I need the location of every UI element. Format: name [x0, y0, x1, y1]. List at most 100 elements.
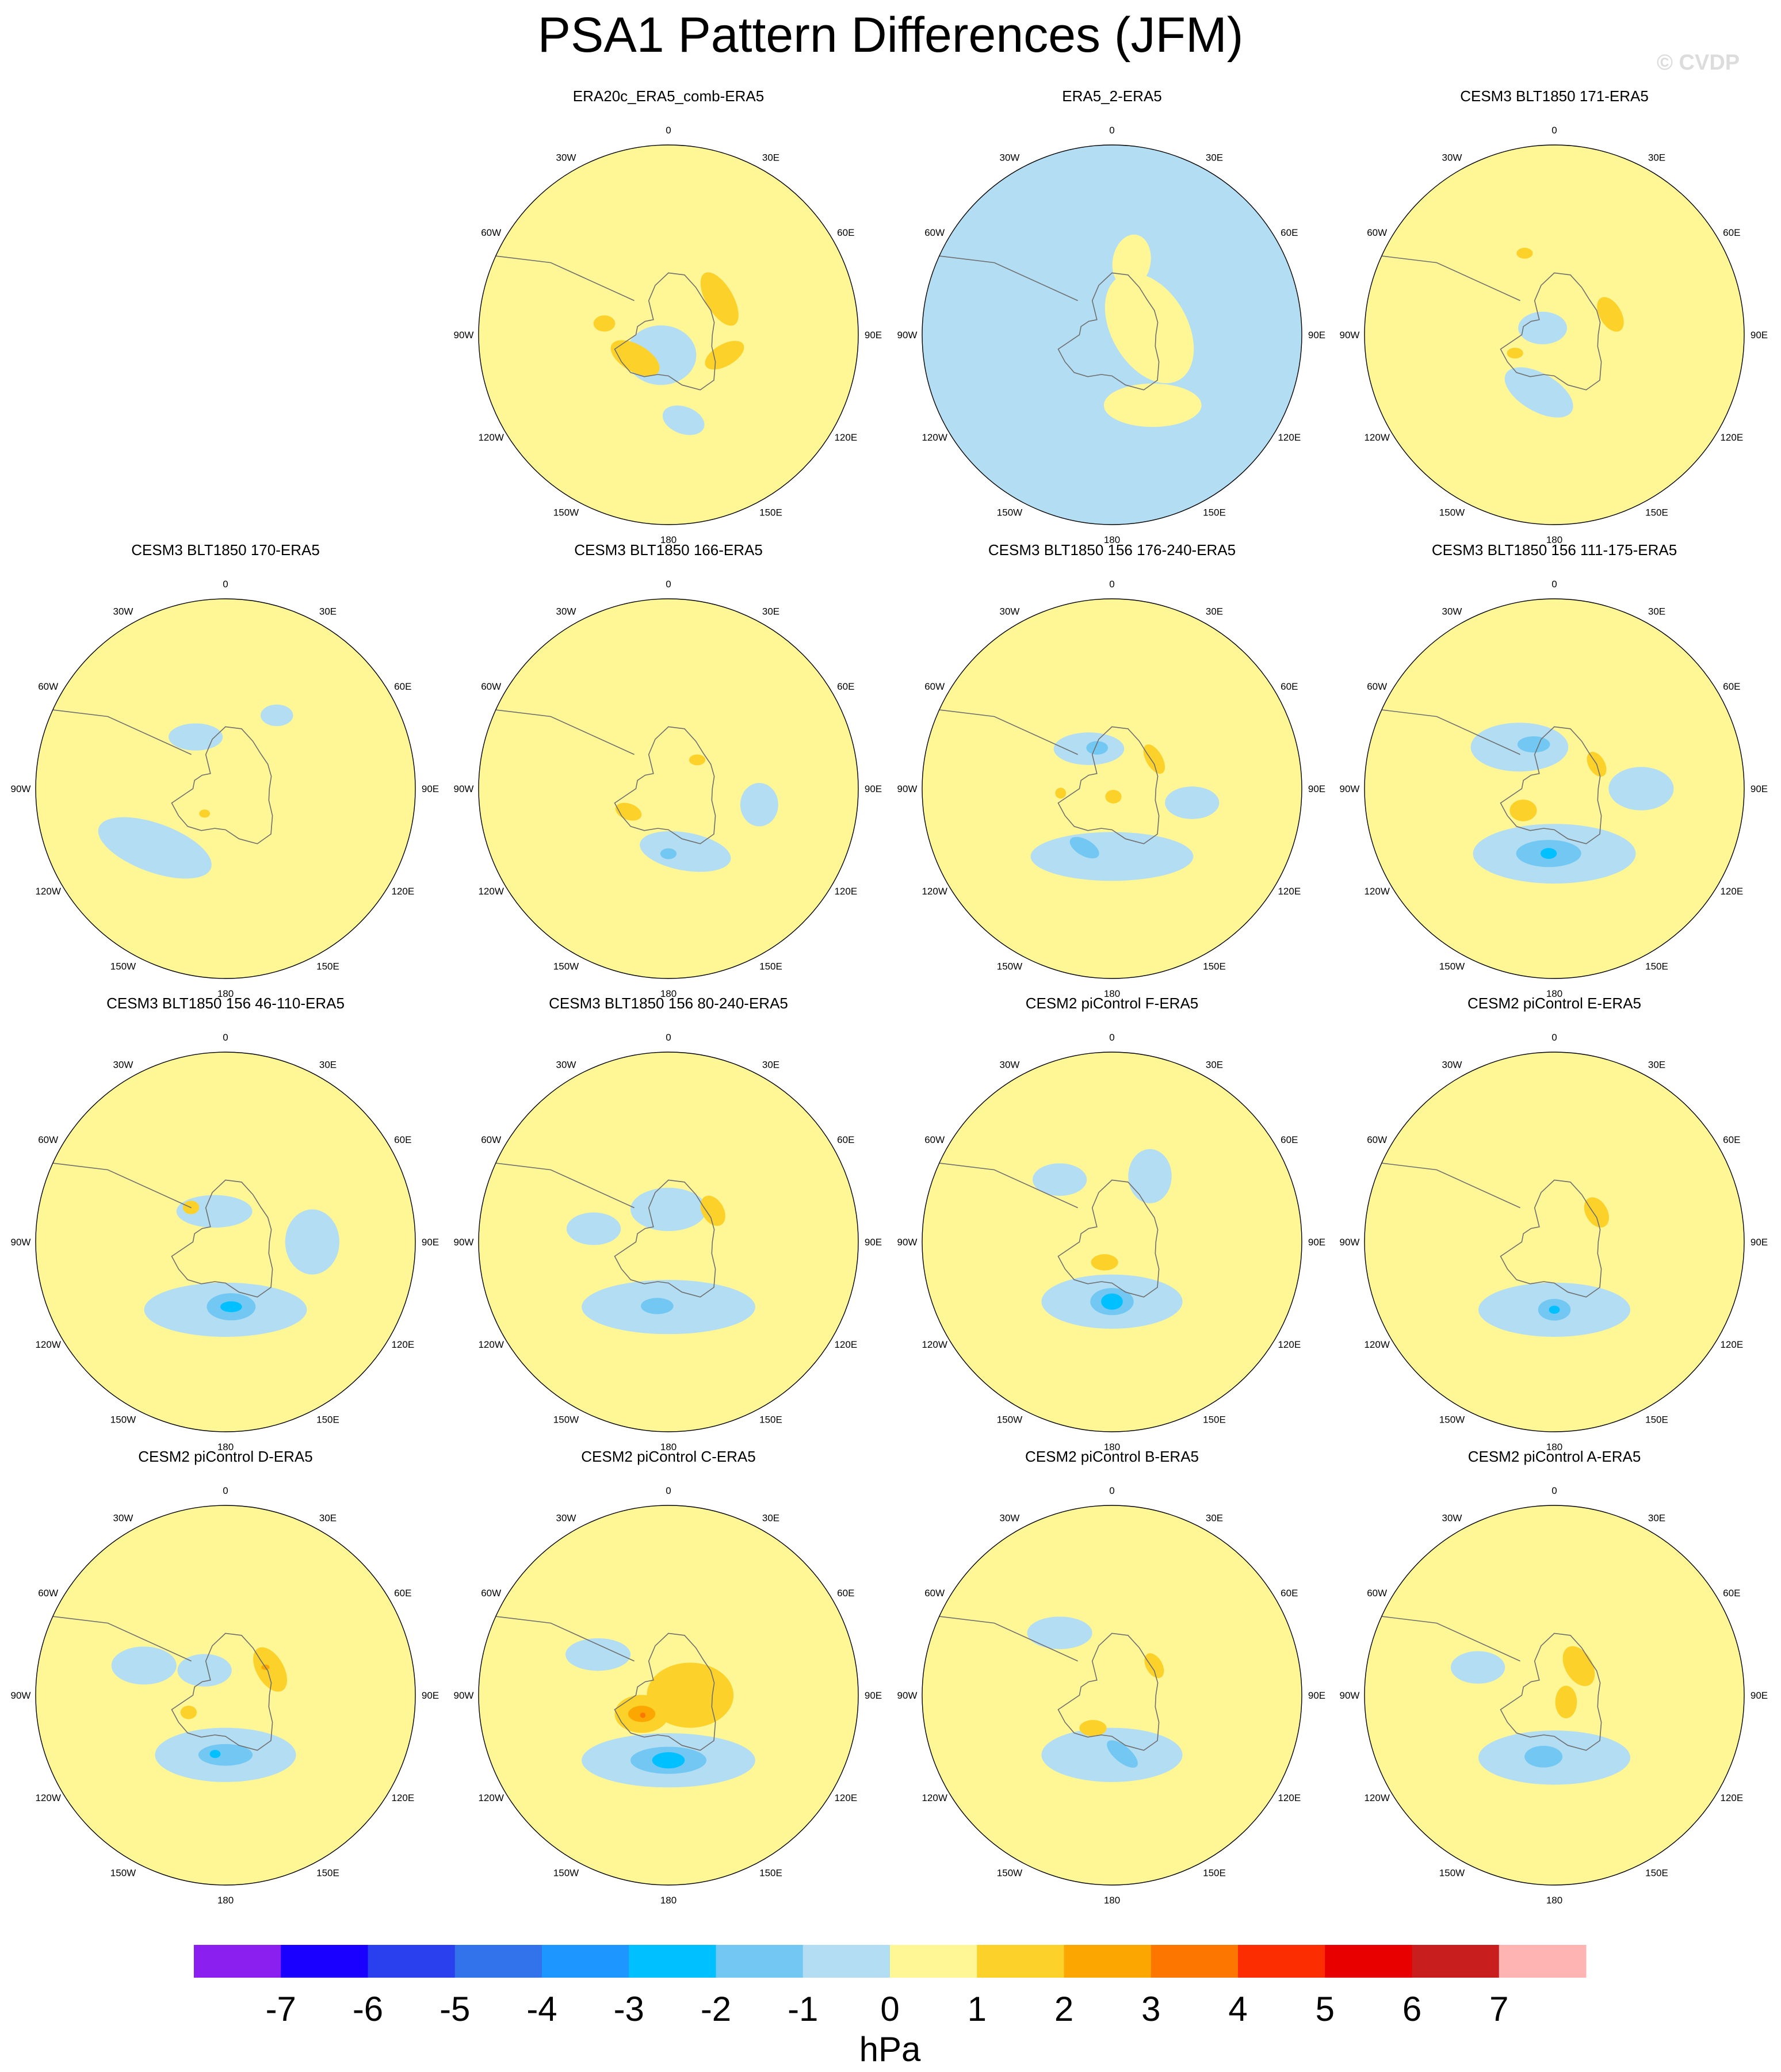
- longitude-label: 30E: [1648, 152, 1665, 163]
- longitude-label: 60E: [837, 227, 854, 238]
- longitude-label: 150E: [1645, 961, 1668, 972]
- contour-region: [1032, 1163, 1087, 1196]
- longitude-label: 30E: [1206, 1513, 1223, 1524]
- longitude-label: 120W: [478, 886, 503, 897]
- contour-region: [180, 1706, 197, 1719]
- contour-region: [1608, 767, 1674, 811]
- longitude-label: 60W: [924, 1134, 945, 1145]
- longitude-label: 60E: [394, 1134, 411, 1145]
- longitude-label: 150W: [553, 961, 579, 972]
- longitude-label: 120E: [391, 886, 414, 897]
- map-border: [478, 1505, 859, 1886]
- colorbar-tick-label: -1: [788, 1990, 818, 2028]
- colorbar-tick-label: 3: [1141, 1990, 1160, 2028]
- polar-map: 0 30E 60E 90E 120E 150E 180 150W 120W 90W 60W 30W: [454, 1032, 882, 1452]
- longitude-label: 120E: [391, 1792, 414, 1803]
- longitude-label: 150W: [1439, 961, 1465, 972]
- longitude-label: 90E: [422, 1690, 439, 1701]
- longitude-label: 30W: [1442, 1513, 1462, 1524]
- map-panel: CESM3 BLT1850 166-ERA5 0 30E 60E 90E 120E 150E…: [444, 541, 893, 1024]
- longitude-label: 180: [1104, 534, 1120, 545]
- longitude-label: 30W: [1442, 1060, 1462, 1071]
- peninsula-line: [45, 1615, 192, 1662]
- longitude-label: 30W: [1000, 152, 1020, 163]
- longitude-label: 0: [1109, 579, 1114, 590]
- contour-region: [689, 754, 706, 766]
- map-panel: CESM3 BLT1850 156 46-110-ERA5 0 30E 60E 90E 1…: [1, 995, 450, 1478]
- contour-fills: [36, 1505, 415, 1885]
- contour-region: [177, 1654, 232, 1687]
- contour-region: [1597, 297, 1624, 332]
- map-border: [922, 144, 1302, 525]
- panel-title: CESM2 piControl A-ERA5: [1467, 1448, 1641, 1465]
- longitude-label: 90E: [1751, 1690, 1768, 1701]
- longitude-label: 30W: [113, 1060, 133, 1071]
- longitude-label: 0: [666, 125, 671, 136]
- contour-region: [1509, 799, 1537, 821]
- longitude-label: 180: [660, 988, 677, 999]
- longitude-label: 150W: [1439, 507, 1465, 518]
- contour-region: [1450, 1651, 1505, 1684]
- polar-map: 0 30E 60E 90E 120E 150E 180 150W 120W 90W 60W 30W: [454, 579, 882, 999]
- contour-region: [1103, 383, 1202, 427]
- longitude-label: 150W: [553, 507, 579, 518]
- contour-region: [700, 1195, 725, 1226]
- peninsula-line: [931, 708, 1078, 755]
- map-panel: CESM2 piControl E-ERA5 0 30E 60E 90E 120E 150E…: [1330, 995, 1779, 1478]
- longitude-label: 150E: [316, 961, 339, 972]
- polar-map: 0 30E 60E 90E 120E 150E 180 150W 120W 90W 60W 30W: [11, 1032, 439, 1452]
- map-panel: ERA20c_ERA5_comb-ERA5 0 30E 60E 90E 120E 150E 1…: [444, 87, 893, 571]
- polar-map: 0 30E 60E 90E 120E 150E 180 150W 120W 90W 60W 30W: [897, 579, 1326, 999]
- peninsula-line: [488, 1615, 635, 1662]
- colorbar-tick-label: -6: [353, 1990, 383, 2028]
- contour-region: [1517, 736, 1550, 753]
- longitude-label: 180: [660, 1442, 677, 1452]
- longitude-label: 120W: [1364, 1792, 1389, 1803]
- contour-region: [1104, 273, 1194, 384]
- longitude-label: 150W: [1439, 1867, 1465, 1878]
- peninsula-line: [488, 1161, 635, 1209]
- map-border: [922, 598, 1302, 979]
- peninsula-line: [931, 1615, 1078, 1662]
- contour-region: [1584, 1197, 1609, 1228]
- polar-map: 0 30E 60E 90E 120E 150E 180 150W 120W 90W 60W 30W: [1340, 1485, 1768, 1906]
- contour-region: [640, 831, 731, 872]
- longitude-label: 180: [1104, 988, 1120, 999]
- background-fill: [36, 1505, 415, 1885]
- contour-region: [1128, 1149, 1172, 1203]
- contour-region: [662, 405, 705, 435]
- map-panel: CESM3 BLT1850 156 111-175-ERA5 0 30E 60E 90E…: [1330, 541, 1779, 1024]
- longitude-label: 30W: [556, 1513, 576, 1524]
- longitude-label: 90W: [897, 1690, 918, 1701]
- longitude-label: 90W: [1340, 1690, 1360, 1701]
- longitude-label: 90E: [1308, 1690, 1325, 1701]
- coastline: [1500, 1633, 1602, 1751]
- colorbar-swatch: [454, 1945, 542, 1978]
- longitude-label: 90W: [454, 1237, 474, 1248]
- coastline: [1500, 272, 1602, 391]
- coastline: [1500, 726, 1602, 844]
- contour-fills: [1365, 1505, 1744, 1885]
- longitude-label: 150E: [759, 1414, 782, 1425]
- longitude-label: 60E: [837, 1588, 854, 1599]
- contour-fills: [922, 145, 1302, 525]
- longitude-label: 60W: [481, 681, 501, 692]
- longitude-label: 180: [217, 1442, 234, 1452]
- colorbar-swatch: [1238, 1945, 1325, 1978]
- polar-map: 0 30E 60E 90E 120E 150E 180 150W 120W 90W 60W 30W: [1340, 1032, 1768, 1452]
- longitude-label: 0: [1551, 579, 1557, 590]
- map-panel: CESM3 BLT1850 156 80-240-ERA5 0 30E 60E 90E 1…: [444, 995, 893, 1478]
- contour-region: [641, 1298, 674, 1314]
- longitude-label: 150E: [1203, 961, 1226, 972]
- peninsula-line: [1374, 1615, 1520, 1662]
- longitude-label: 180: [1546, 534, 1562, 545]
- longitude-label: 90E: [422, 1237, 439, 1248]
- polar-map: 0 30E 60E 90E 120E 150E 180 150W 120W 90W 60W 30W: [897, 125, 1326, 545]
- contour-region: [705, 341, 744, 370]
- longitude-label: 150W: [997, 961, 1022, 972]
- longitude-label: 90E: [865, 1237, 882, 1248]
- longitude-label: 150E: [1645, 1867, 1668, 1878]
- longitude-label: 120W: [922, 432, 947, 443]
